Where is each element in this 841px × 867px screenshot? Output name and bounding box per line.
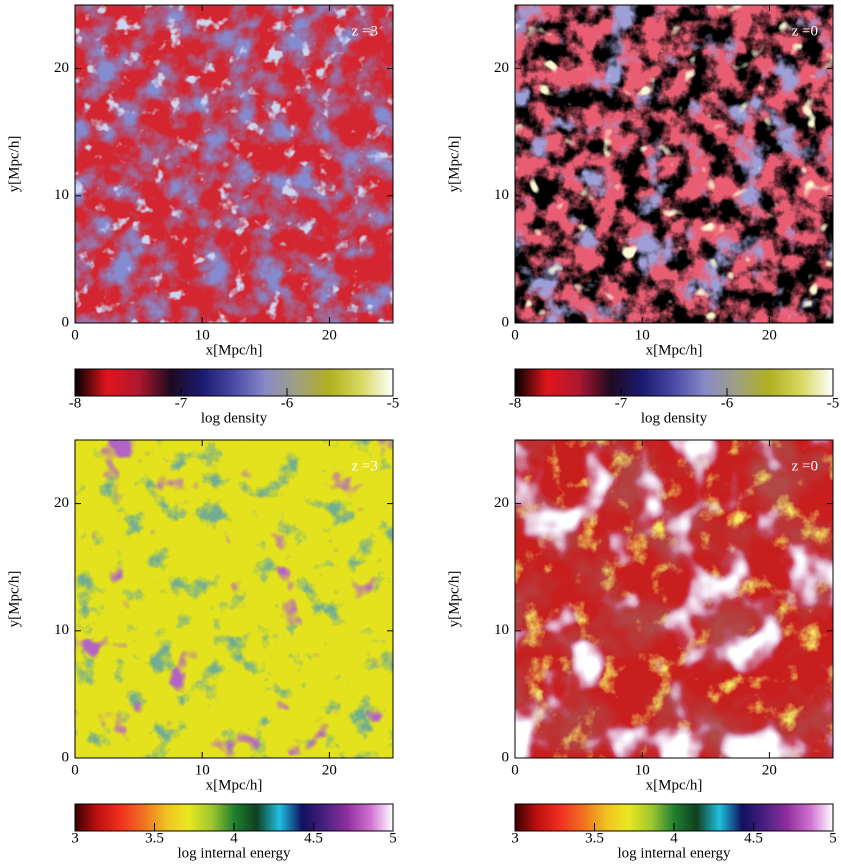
x-tick-label: 10: [195, 327, 210, 343]
x-tick-label: 10: [195, 762, 210, 778]
colorbar-tick-label: 4.5: [744, 830, 763, 846]
x-tick-label: 0: [511, 762, 519, 778]
y-axis-label: y[Mpc/h]: [6, 571, 22, 628]
colorbar-tick-label: 5: [389, 830, 397, 846]
y-tick-label: 20: [494, 495, 509, 511]
colorbar-tick-label: -7: [175, 395, 188, 411]
y-tick-label: 10: [54, 622, 69, 638]
y-tick-label: 0: [502, 314, 510, 330]
colorbar-label: log internal energy: [617, 845, 731, 861]
colorbar-tick-label: -8: [69, 395, 82, 411]
annotation: z =3: [352, 23, 378, 39]
x-tick-label: 0: [71, 327, 79, 343]
y-tick-label: 0: [62, 314, 70, 330]
x-tick-label: 20: [322, 762, 337, 778]
colorbar-label: log density: [201, 410, 268, 426]
colorbar-tick-label: 4.5: [304, 830, 323, 846]
y-tick-label: 0: [502, 749, 510, 765]
colorbar-tick-label: -5: [827, 395, 840, 411]
colorbar-tick-label: -6: [721, 395, 734, 411]
colorbar-tick-label: 3: [71, 830, 79, 846]
image-texture: [75, 5, 393, 323]
image-texture: [75, 440, 393, 758]
y-axis-label: y[Mpc/h]: [6, 136, 22, 193]
x-tick-label: 20: [322, 327, 337, 343]
y-tick-label: 20: [54, 495, 69, 511]
colorbar-label: log density: [641, 410, 708, 426]
y-tick-label: 10: [54, 187, 69, 203]
colorbar-tick-label: 3.5: [585, 830, 604, 846]
x-axis-label: x[Mpc/h]: [206, 777, 263, 793]
colorbar-tick-label: 4: [230, 830, 238, 846]
x-tick-label: 20: [762, 762, 777, 778]
x-axis-label: x[Mpc/h]: [646, 342, 703, 358]
x-tick-label: 10: [635, 762, 650, 778]
annotation: z =0: [792, 23, 818, 39]
figure: 0 10 20 0 10 20 x[Mpc/h] y[Mpc/h] z =3 -8 -7 -6 -5 lo…: [0, 0, 841, 867]
y-tick-label: 20: [494, 60, 509, 76]
colorbar-tick-label: 4: [670, 830, 678, 846]
colorbar-tick-label: -6: [281, 395, 294, 411]
colorbar-tick-label: 3.5: [145, 830, 164, 846]
colorbar-tick-label: -5: [387, 395, 400, 411]
y-axis-label: y[Mpc/h]: [446, 571, 462, 628]
annotation: z =0: [792, 458, 818, 474]
colorbar-tick-label: -8: [509, 395, 522, 411]
x-tick-label: 20: [762, 327, 777, 343]
x-tick-label: 10: [635, 327, 650, 343]
y-tick-label: 20: [54, 60, 69, 76]
y-tick-label: 0: [62, 749, 70, 765]
x-tick-label: 0: [71, 762, 79, 778]
y-axis-label: y[Mpc/h]: [446, 136, 462, 193]
image-texture: [515, 5, 833, 323]
colorbar: [75, 369, 393, 396]
annotation: z =3: [352, 458, 378, 474]
image-texture: [515, 440, 833, 758]
colorbar-label: log internal energy: [177, 845, 291, 861]
y-tick-label: 10: [494, 187, 509, 203]
y-tick-label: 10: [494, 622, 509, 638]
colorbar-tick-label: 5: [829, 830, 837, 846]
colorbar-tick-label: 3: [511, 830, 519, 846]
x-axis-label: x[Mpc/h]: [206, 342, 263, 358]
colorbar: [515, 369, 833, 396]
x-axis-label: x[Mpc/h]: [646, 777, 703, 793]
colorbar-tick-label: -7: [615, 395, 628, 411]
x-tick-label: 0: [511, 327, 519, 343]
